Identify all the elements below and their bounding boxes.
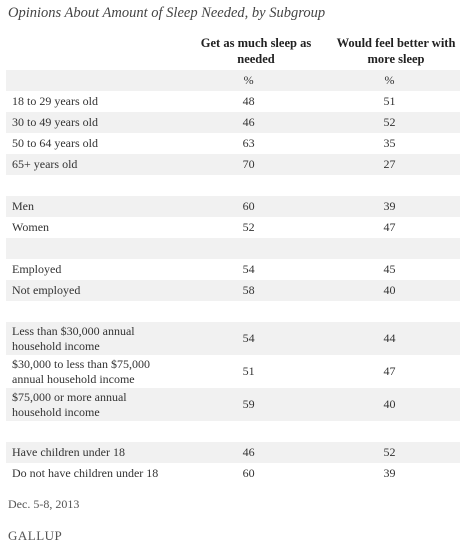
row-label: $75,000 or more annual household income (6, 388, 179, 421)
row-label: Have children under 18 (6, 442, 179, 463)
value-cell: 51 (242, 364, 255, 378)
value-cell: 63 (242, 136, 255, 150)
row-label: Women (12, 220, 50, 234)
data-row: 50 to 64 years old 63 35 (6, 133, 460, 154)
value-cell: 35 (383, 136, 396, 150)
data-row: Do not have children under 18 60 39 (6, 463, 460, 484)
header-row: Get as much sleep as needed Would feel b… (0, 35, 467, 69)
value-cell: 45 (383, 262, 396, 276)
row-label: Not employed (6, 280, 179, 301)
data-row: Less than $30,000 annual household incom… (6, 322, 460, 355)
value-cell: 51 (383, 94, 396, 108)
value-cell: 40 (319, 280, 460, 301)
spacer-row (6, 238, 460, 259)
footnote: Dec. 5-8, 2013 (8, 497, 80, 511)
spacer-row (6, 421, 460, 442)
value-cell: 60 (178, 196, 320, 217)
data-row: Women 52 47 (6, 217, 460, 238)
spacer (178, 421, 319, 442)
value-cell: 47 (383, 220, 396, 234)
spacer-row (6, 301, 460, 322)
spacer (319, 238, 460, 259)
column-header: Get as much sleep as needed (200, 36, 312, 66)
spacer (319, 301, 460, 322)
spacer (6, 238, 179, 259)
spacer (319, 175, 460, 196)
spacer (6, 175, 178, 196)
spacer (178, 175, 319, 196)
value-cell: 52 (242, 220, 255, 234)
data-row: 65+ years old 70 27 (6, 154, 460, 175)
data-row: $30,000 to less than $75,000 annual hous… (6, 355, 460, 388)
unit-cell: % (178, 70, 320, 91)
row-label: Less than $30,000 annual household incom… (6, 322, 179, 355)
title: Opinions About Amount of Sleep Needed, b… (8, 5, 326, 21)
data-row: Not employed 58 40 (6, 280, 460, 301)
table: %% 18 to 29 years old 48 51 30 to 49 years o… (6, 70, 460, 484)
value-cell: 54 (242, 262, 255, 276)
value-cell: 46 (178, 112, 320, 133)
spacer (319, 421, 460, 442)
row-label: 30 to 49 years old (6, 112, 179, 133)
label-cell (6, 70, 179, 91)
column-header: Would feel better with more sleep (336, 36, 456, 66)
value-cell: 52 (319, 442, 460, 463)
row-label: Employed (12, 262, 62, 276)
value-cell: 52 (319, 112, 460, 133)
value-cell: 47 (383, 364, 396, 378)
row-label: 18 to 29 years old (12, 94, 98, 108)
value-cell: 48 (242, 94, 255, 108)
spacer (178, 238, 320, 259)
value-cell: 39 (383, 466, 396, 480)
data-row: 30 to 49 years old 46 52 (6, 112, 460, 133)
data-row: 18 to 29 years old 48 51 (6, 91, 460, 112)
data-row: Have children under 18 46 52 (6, 442, 460, 463)
value-cell: 59 (178, 388, 320, 421)
value-cell: 54 (178, 322, 320, 355)
value-cell: 44 (319, 322, 460, 355)
spacer (6, 301, 178, 322)
row-label: 50 to 64 years old (12, 136, 98, 150)
data-row: $75,000 or more annual household income 5… (6, 388, 460, 421)
row-label: Men (6, 196, 179, 217)
unit-cell: % (319, 70, 460, 91)
row-label: 65+ years old (6, 154, 179, 175)
value-cell: 39 (319, 196, 460, 217)
row-label: $30,000 to less than $75,000 annual hous… (12, 356, 150, 386)
row-label: Do not have children under 18 (12, 466, 159, 480)
data-row: Employed 54 45 (6, 259, 460, 280)
data-row: Men 60 39 (6, 196, 460, 217)
source: GALLUP (8, 528, 63, 543)
value-cell: 46 (178, 442, 320, 463)
spacer-row (6, 175, 460, 196)
value-cell: 70 (178, 154, 320, 175)
value-cell: 58 (178, 280, 320, 301)
units-row: %% (6, 70, 460, 91)
spacer (6, 421, 178, 442)
value-cell: 40 (319, 388, 460, 421)
spacer (178, 301, 319, 322)
value-cell: 27 (319, 154, 460, 175)
value-cell: 60 (242, 466, 255, 480)
